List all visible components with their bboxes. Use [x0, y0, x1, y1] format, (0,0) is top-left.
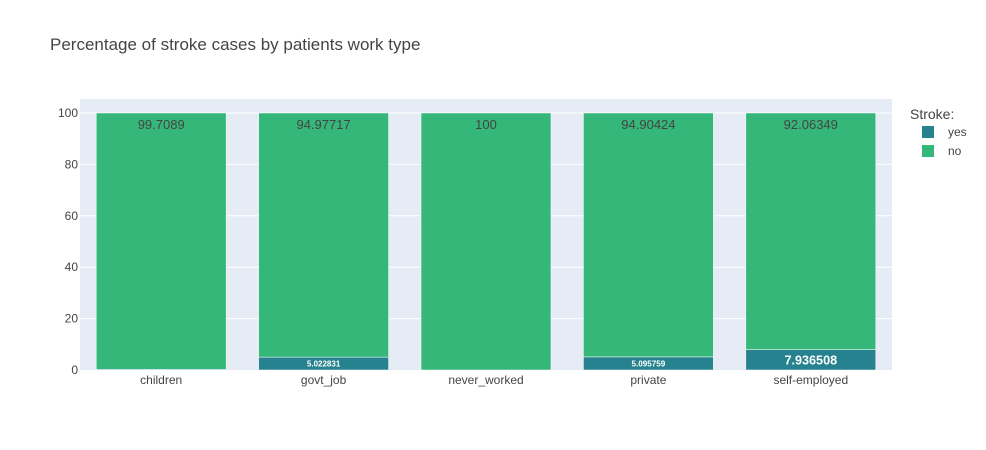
bars: 99.7089 5.022831 94.97717 100 5.095759 94.904…: [95, 112, 877, 371]
legend-label-yes: yes: [948, 125, 967, 139]
x-tick-label: children: [140, 373, 182, 387]
legend-title: Stroke:: [910, 106, 954, 122]
data-label-no: 94.97717: [296, 117, 350, 132]
legend-label-no: no: [948, 144, 962, 158]
y-tick-label: 80: [65, 157, 79, 171]
y-tick-label: 60: [65, 209, 79, 223]
y-tick-label: 100: [58, 106, 78, 120]
bar-no-private: [583, 112, 714, 358]
data-label-no: 100: [475, 117, 497, 132]
data-label-no: 94.90424: [621, 117, 675, 132]
x-tick-label: never_worked: [448, 373, 523, 387]
x-tick-label: self-employed: [773, 373, 848, 387]
y-tick-label: 20: [65, 312, 79, 326]
data-label-yes: 5.095759: [631, 359, 665, 368]
x-tick-label: private: [630, 373, 666, 387]
data-label-yes: 5.022831: [307, 359, 341, 368]
chart-title: Percentage of stroke cases by patients w…: [50, 35, 420, 54]
y-axis-ticks: 0 20 40 60 80 100: [58, 106, 78, 377]
bar-no-self-employed: [745, 112, 877, 350]
bar-no-govt_job: [258, 112, 389, 358]
x-axis-ticks: children govt_job never_worked private self-…: [140, 373, 848, 387]
legend: Stroke: yes no: [910, 106, 967, 158]
data-label-yes: 7.936508: [784, 353, 837, 367]
y-tick-label: 0: [71, 363, 78, 377]
legend-swatch-no: [922, 145, 934, 157]
data-label-no: 92.06349: [784, 117, 838, 132]
y-tick-label: 40: [65, 260, 79, 274]
data-label-no: 99.7089: [138, 117, 185, 132]
bar-no-children: [95, 112, 227, 370]
x-tick-label: govt_job: [301, 373, 347, 387]
bar-no-never_worked: [420, 112, 552, 371]
legend-swatch-yes: [922, 126, 934, 138]
